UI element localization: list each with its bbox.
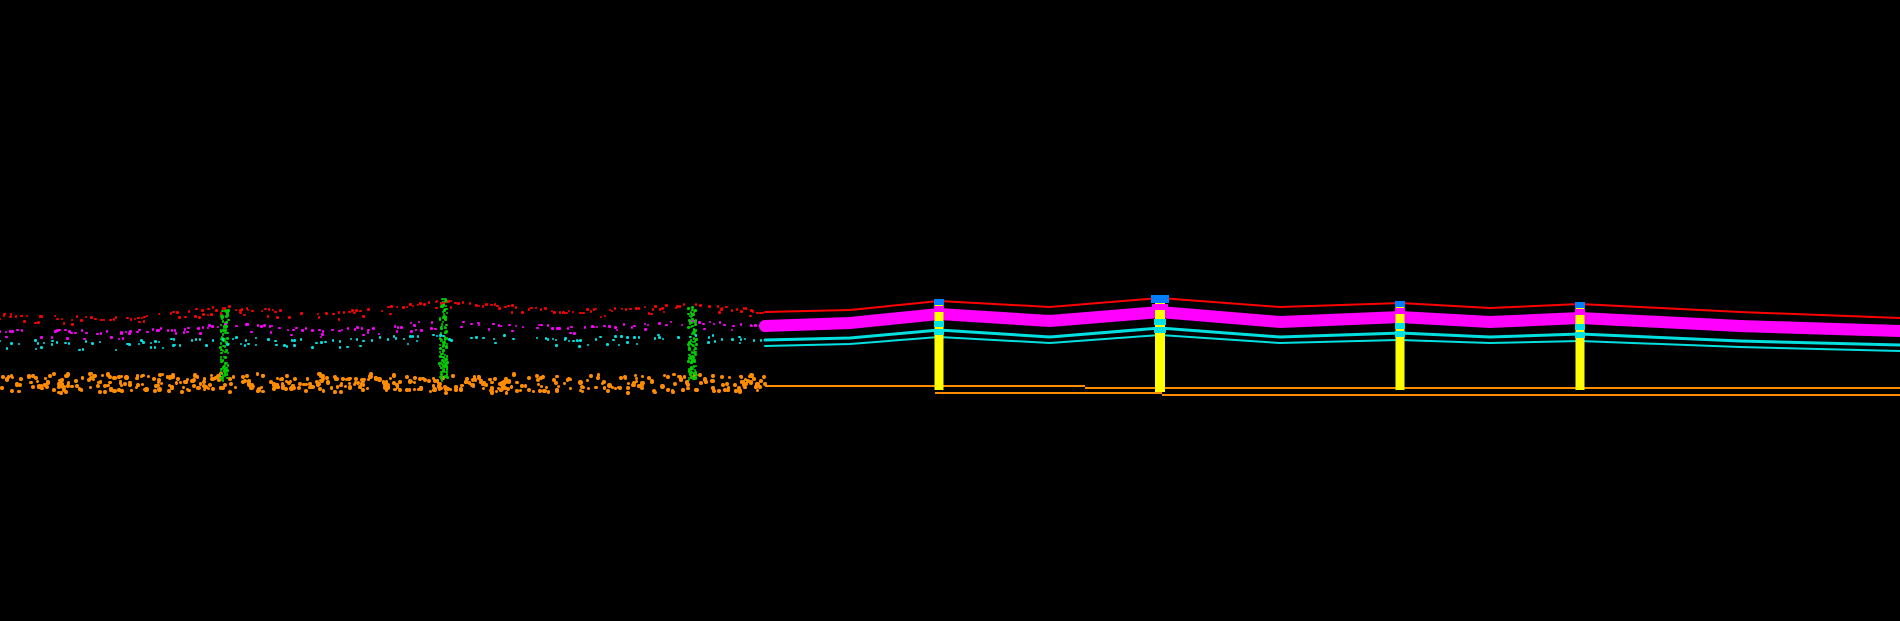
insulator — [1575, 332, 1585, 338]
pole — [1155, 297, 1165, 392]
insulator — [1575, 309, 1585, 315]
insulator — [934, 329, 944, 335]
insulator — [1575, 324, 1585, 330]
insulator — [1395, 331, 1405, 337]
insulator — [1152, 304, 1168, 310]
lidar-comparison-scene — [0, 0, 1900, 621]
pole — [1396, 301, 1405, 390]
insulator — [1395, 323, 1405, 329]
insulator — [1575, 302, 1585, 308]
insulator — [934, 299, 944, 305]
vector-overlay — [0, 0, 1900, 621]
insulator — [1151, 295, 1169, 303]
insulator — [934, 321, 944, 327]
insulator — [1395, 301, 1405, 307]
insulator — [934, 306, 944, 312]
insulator — [1154, 327, 1166, 333]
pole — [1576, 302, 1585, 390]
insulator — [1154, 319, 1166, 325]
pole — [935, 299, 944, 390]
insulator — [1395, 308, 1405, 314]
